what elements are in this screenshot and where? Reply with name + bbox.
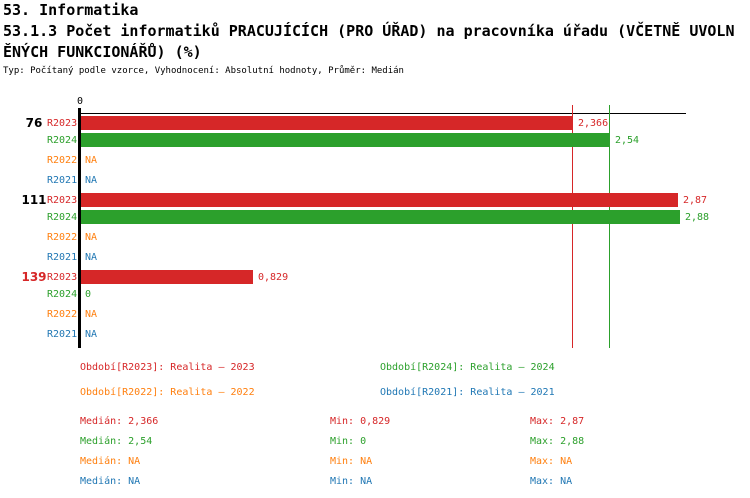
bar — [81, 116, 573, 130]
na-value-label: NA — [85, 175, 98, 186]
series-label: R2023 — [47, 195, 78, 206]
stat-median: Medián: NA — [80, 456, 141, 467]
stat-min: Min: 0 — [330, 436, 367, 447]
legend-item: Období[R2022]: Realita – 2022 — [80, 387, 255, 398]
bar — [81, 133, 610, 147]
stat-max: Max: NA — [530, 476, 573, 487]
stat-max: Max: 2,87 — [530, 416, 585, 427]
group-label: 76 — [25, 116, 43, 130]
stat-max: Max: 2,88 — [530, 436, 585, 447]
bar-value-label: 0,829 — [258, 272, 289, 283]
stat-min: Min: NA — [330, 456, 373, 467]
series-label: R2022 — [47, 232, 78, 243]
stat-median: Medián: 2,54 — [80, 436, 153, 447]
median-line-r2024 — [609, 105, 610, 348]
axis-top-line — [80, 113, 686, 114]
stat-median: Medián: 2,366 — [80, 416, 159, 427]
bar-value-label: 2,88 — [685, 212, 710, 223]
chart-meta: Typ: Počítaný podle vzorce, Vyhodnocení:… — [3, 66, 404, 76]
series-label: R2024 — [47, 289, 78, 300]
bar-value-label: 2,54 — [615, 135, 640, 146]
series-label: R2024 — [47, 212, 78, 223]
stat-max: Max: NA — [530, 456, 573, 467]
group-label: 139 — [21, 270, 47, 284]
series-label: R2024 — [47, 135, 78, 146]
legend-item: Období[R2023]: Realita – 2023 — [80, 362, 255, 373]
chart-title-line2: ĚNÝCH FUNKCIONÁŘŮ) (%) — [3, 43, 202, 61]
bar-value-label: 2,366 — [578, 118, 609, 129]
chart-title-line1: 53.1.3 Počet informatiků PRACUJÍCÍCH (PR… — [3, 22, 735, 40]
na-value-label: NA — [85, 329, 98, 340]
series-label: R2021 — [47, 252, 78, 263]
series-label: R2021 — [47, 175, 78, 186]
stat-min: Min: 0,829 — [330, 416, 391, 427]
na-value-label: NA — [85, 309, 98, 320]
bar-value-label: 2,87 — [683, 195, 708, 206]
series-label: R2021 — [47, 329, 78, 340]
bar — [81, 210, 680, 224]
stat-min: Min: NA — [330, 476, 373, 487]
series-label: R2022 — [47, 309, 78, 320]
series-label: R2023 — [47, 118, 78, 129]
bar — [81, 193, 678, 207]
na-value-label: NA — [85, 252, 98, 263]
legend-item: Období[R2024]: Realita – 2024 — [380, 362, 555, 373]
series-label: R2022 — [47, 155, 78, 166]
axis-zero-label: 0 — [76, 96, 84, 107]
page-title: 53. Informatika — [3, 1, 139, 19]
legend-item: Období[R2021]: Realita – 2021 — [380, 387, 555, 398]
bar — [81, 270, 253, 284]
na-value-label: NA — [85, 155, 98, 166]
na-value-label: 0 — [85, 289, 92, 300]
median-line-r2023 — [572, 105, 573, 348]
axis-vertical-line — [78, 108, 81, 348]
series-label: R2023 — [47, 272, 78, 283]
group-label: 111 — [21, 193, 47, 207]
stat-median: Medián: NA — [80, 476, 141, 487]
na-value-label: NA — [85, 232, 98, 243]
